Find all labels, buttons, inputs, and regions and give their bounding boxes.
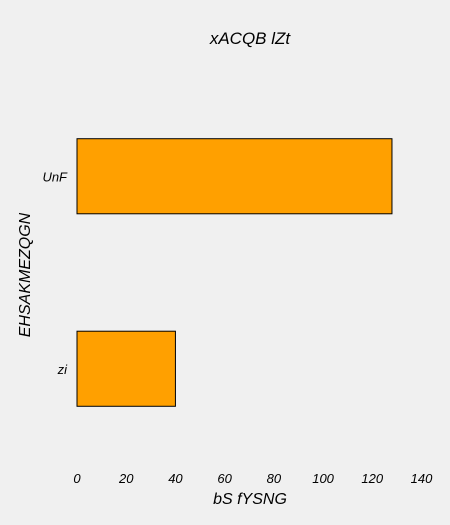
chart-title: xACQB lZt <box>209 29 292 48</box>
category-label: UnF <box>42 169 68 184</box>
x-tick-label: 20 <box>118 471 134 486</box>
x-tick-label: 80 <box>267 471 282 486</box>
bars-layer <box>76 138 393 407</box>
category-label: zi <box>57 362 69 377</box>
category-labels: UnF zi <box>42 169 68 377</box>
x-tick-label: 60 <box>217 471 232 486</box>
bar-UnF <box>76 138 393 215</box>
x-tick-label: 100 <box>312 471 334 486</box>
x-axis-label: bS fYSNG <box>213 491 287 508</box>
y-axis-label: EHSAKMEZQGN <box>17 212 34 337</box>
bar-zi <box>76 330 176 407</box>
x-tick-labels: 0 20 40 60 80 100 120 140 <box>73 471 433 486</box>
x-tick-label: 140 <box>411 471 433 486</box>
x-tick-label: 0 <box>73 471 81 486</box>
x-tick-label: 120 <box>361 471 383 486</box>
x-tick-label: 40 <box>168 471 183 486</box>
